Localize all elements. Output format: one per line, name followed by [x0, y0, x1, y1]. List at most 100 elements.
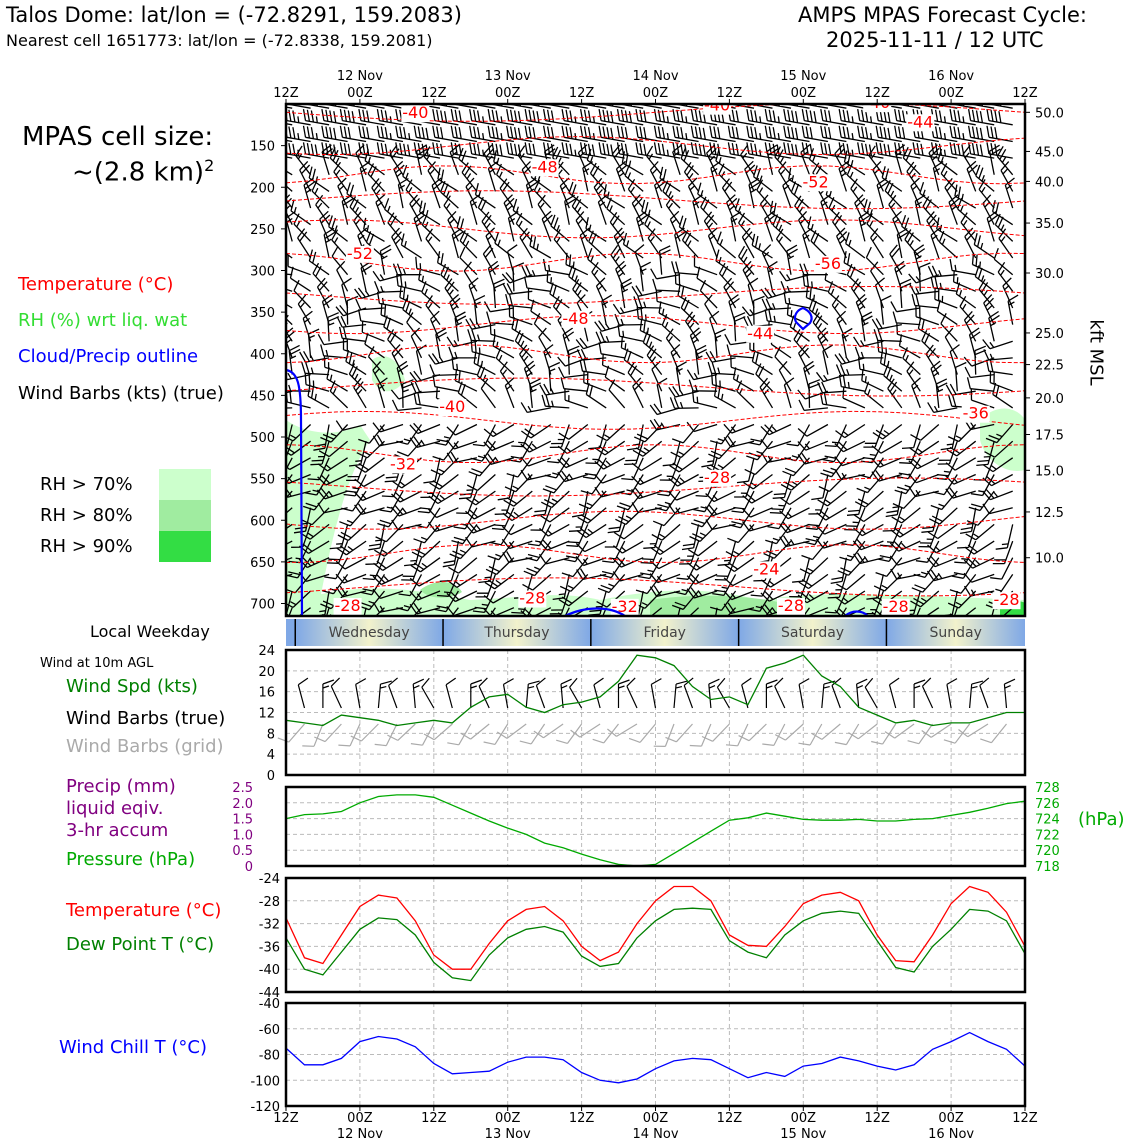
wind-barb [421, 281, 441, 309]
wind-barb [760, 287, 792, 299]
wind-barb [932, 474, 958, 496]
wind-barb [476, 364, 496, 392]
wind-barb [514, 330, 533, 359]
true-wind-barb [355, 678, 367, 709]
wind-barb [561, 108, 588, 126]
wind-barb [372, 270, 404, 282]
grid-wind-barb [871, 723, 897, 745]
wind-barb [520, 456, 552, 467]
wind-barb [908, 273, 940, 284]
legend-rh80: RH > 80% [40, 505, 133, 526]
wind-barb [789, 315, 810, 342]
wind-barb [374, 607, 385, 616]
wind-barb [557, 457, 589, 469]
legend-windchill: Wind Chill T (°C) [59, 1037, 207, 1058]
temperature-contour [286, 165, 1025, 185]
wind-barb [612, 540, 644, 554]
wind-panel: 0 4 8 12 16 20 24 [258, 644, 1027, 784]
temperature-contour-label: -48 [532, 157, 558, 176]
wind-barb [627, 362, 644, 392]
wind-barb [517, 145, 533, 176]
bottom-time-label: 00Z [643, 1111, 669, 1126]
wind-barb [537, 194, 552, 226]
wind-barb [286, 557, 293, 561]
wind-barb [650, 540, 681, 556]
wind-barb [395, 142, 422, 159]
wind-barb [404, 540, 423, 567]
wind-barb [621, 151, 644, 176]
wind-barb [915, 305, 940, 326]
grid-wind-barb [410, 723, 435, 746]
contour-label-bg [530, 159, 559, 177]
wind-barb [558, 590, 589, 607]
wind-barb [668, 473, 699, 487]
wind-barb [879, 351, 903, 376]
wind-barb [538, 539, 570, 551]
wind-barb [707, 361, 736, 376]
wind-barb [871, 440, 903, 454]
wind-barb [372, 434, 404, 447]
wind-barb [601, 294, 613, 325]
wind-barb [499, 178, 515, 209]
contour-label-bg [813, 255, 842, 273]
wind-barb [896, 227, 909, 259]
grid-wind-barb [980, 723, 1007, 744]
wind-barb [711, 372, 736, 392]
wind-barb [772, 214, 792, 242]
wind-barb [635, 142, 662, 159]
wind-barb [838, 374, 866, 392]
wind-barb [838, 125, 866, 143]
wind-barb [857, 142, 884, 159]
wind-barb [899, 278, 912, 309]
true-wind-barb [445, 677, 457, 709]
wind-barb [501, 272, 533, 284]
wind-barb [396, 590, 423, 612]
wind-barb [845, 232, 866, 259]
wind-barb [808, 298, 829, 326]
wind-barb [752, 165, 773, 192]
wind-barb [800, 144, 811, 176]
wind-barb [321, 142, 348, 159]
wind-barb [372, 588, 404, 600]
wind-barb [493, 278, 505, 309]
wind-barb [335, 420, 367, 431]
wind-barb [596, 424, 626, 442]
wind-barb [742, 490, 773, 504]
temperature-contour [286, 344, 1025, 364]
wind-barb [634, 424, 663, 443]
wind-barb [631, 457, 663, 472]
wind-barb [519, 227, 533, 259]
temperature-contour [286, 544, 1025, 564]
bottom-time-label: 12Z [273, 1111, 299, 1126]
wind-barb [364, 332, 385, 359]
wind-barb [286, 170, 293, 176]
wind-barb [558, 423, 589, 440]
temperature-tick-label: -40 [259, 963, 280, 978]
wind-barb [988, 310, 1000, 342]
wind-barb [459, 230, 478, 259]
wind-barb [470, 440, 496, 462]
precip-tick-label: 2.0 [232, 797, 253, 812]
wind-barb [988, 144, 1001, 175]
wind-barb [302, 108, 330, 126]
legend-rh: RH (%) wrt liq. wat [18, 310, 188, 331]
precip-tick-label: 1.5 [232, 813, 253, 828]
wind-barb [377, 507, 404, 528]
wind-barb [523, 276, 551, 292]
wind-barb [947, 424, 977, 443]
temperature-contour [286, 577, 1025, 597]
pressure-axis-tick-label: 720 [1035, 844, 1060, 859]
temperature-contour-label: -28 [993, 590, 1019, 609]
wind-barb [643, 524, 663, 549]
wind-barb [680, 147, 700, 176]
wind-barb [290, 199, 311, 226]
wind-barb [434, 424, 459, 446]
wind-barb [302, 125, 330, 143]
wind-barb [853, 507, 884, 523]
wind-barb [748, 104, 773, 109]
wind-barb [602, 607, 607, 616]
wind-barb [901, 424, 921, 450]
wind-barb [409, 590, 441, 601]
contour-label-bg [401, 105, 430, 123]
wind-barb [798, 399, 828, 412]
